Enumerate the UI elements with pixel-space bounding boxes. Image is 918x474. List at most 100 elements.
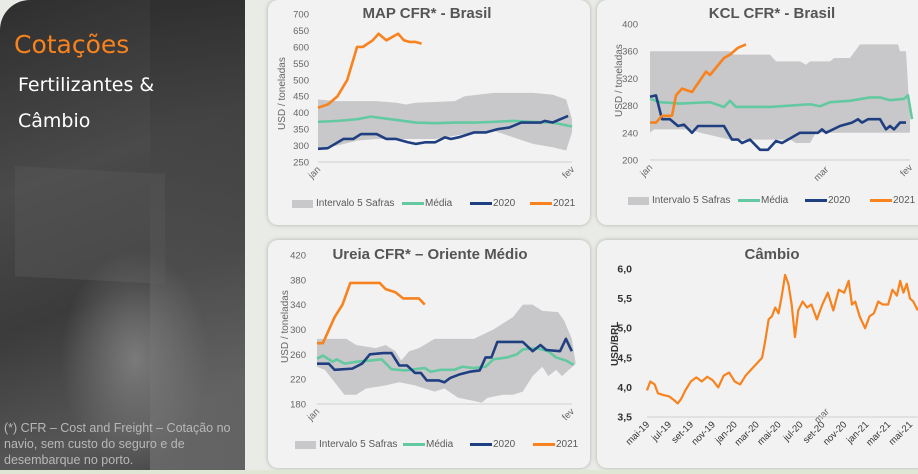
y-axis-title-kcl: USD / toneladas — [614, 44, 625, 117]
legend-label: Intervalo 5 Safras — [652, 195, 731, 206]
legend-2021-kcl: 2021 — [870, 195, 915, 206]
y-tick-label: 180 — [290, 400, 306, 411]
series-line-usd-brl — [645, 273, 918, 405]
legend-band-map: Intervalo 5 Safras — [292, 198, 394, 209]
x-tick-label: nov-20 — [821, 419, 849, 447]
band-swatch — [628, 196, 649, 205]
plot-area — [316, 281, 576, 403]
x-tick-label: jan — [305, 406, 322, 423]
bottom-strip — [0, 470, 918, 474]
legend-label: 2020 — [828, 195, 851, 206]
y-tick-label: 320 — [622, 74, 638, 85]
legend-2021-ureia: 2021 — [533, 439, 578, 450]
y-axis-title-cambio: USD/BRL — [610, 321, 621, 366]
y-tick-label: 350 — [293, 125, 309, 136]
footnote: (*) CFR – Cost and Freight – Cotação no … — [4, 421, 231, 467]
legend-media-ureia: Média — [403, 439, 453, 450]
legend-label: 2021 — [553, 198, 576, 209]
legend-media-kcl: Média — [738, 195, 788, 206]
legend-label: Média — [425, 198, 453, 209]
chart-title-kcl: KCL CFR* - Brasil — [708, 5, 836, 22]
y-tick-label: 450 — [293, 92, 309, 103]
band-swatch — [292, 199, 313, 208]
y-tick-label: 240 — [622, 128, 638, 139]
y-tick-label: 340 — [290, 300, 306, 311]
chart-title-map: MAP CFR* - Brasil — [362, 5, 492, 22]
x-tick-label: mai-19 — [624, 419, 652, 447]
y-tick-label: 420 — [290, 251, 306, 262]
y-tick-label: 4,5 — [617, 352, 632, 364]
y-tick-label: 220 — [290, 375, 306, 386]
sidebar-subtitle-2: Câmbio — [18, 110, 91, 132]
y2021-swatch — [870, 199, 892, 202]
y2021-swatch — [533, 443, 555, 446]
chart-title-cambio: Câmbio — [744, 246, 800, 263]
series-line-2020 — [649, 94, 906, 152]
y-tick-label: 5,0 — [617, 323, 632, 335]
y-tick-label: 400 — [293, 108, 309, 119]
y-axis-title-ureia: USD / toneladas — [280, 290, 291, 363]
media-swatch — [403, 443, 425, 446]
y-tick-label: 250 — [293, 158, 309, 169]
series-line-2020 — [317, 337, 573, 384]
legend-2020-ureia: 2020 — [470, 439, 515, 450]
series-line-m-dia — [649, 94, 914, 120]
y-tick-label: 550 — [293, 59, 309, 70]
x-tick-label: fev — [560, 406, 577, 423]
legend-media-map: Média — [402, 198, 452, 209]
plot-area — [649, 43, 914, 152]
legend-label: Intervalo 5 Safras — [319, 439, 398, 450]
sidebar-title: Cotações — [14, 30, 130, 59]
x-tick-label: mai-21 — [887, 419, 915, 447]
legend-label: Média — [761, 195, 789, 206]
x-tick-label: mar-20 — [733, 419, 762, 448]
y2020-swatch — [805, 199, 827, 202]
legend-band-ureia: Intervalo 5 Safras — [295, 439, 397, 450]
y-tick-label: 5,5 — [617, 293, 632, 305]
band-5-safras — [317, 304, 576, 403]
media-swatch — [402, 202, 424, 205]
y-tick-label: 400 — [622, 20, 638, 31]
y-tick-label: 280 — [622, 101, 638, 112]
chart-title-ureia: Ureia CFR* – Oriente Médio — [332, 246, 528, 263]
y-axis-title-map: USD / toneladas — [277, 57, 288, 130]
media-swatch — [738, 199, 760, 202]
y-tick-label: 200 — [622, 156, 638, 167]
y-tick-label: 300 — [290, 325, 306, 336]
legend-label: 2021 — [893, 195, 916, 206]
x-tick-label: nov-19 — [690, 419, 718, 447]
legend-label: 2020 — [493, 198, 516, 209]
x-tick-label: jul-19 — [649, 419, 674, 444]
legend-label: Intervalo 5 Safras — [316, 198, 395, 209]
y-tick-label: 700 — [293, 10, 309, 21]
series-line-2021 — [317, 32, 422, 109]
series-line-2020 — [317, 114, 569, 151]
y-tick-label: 650 — [293, 26, 309, 37]
y-tick-label: 500 — [293, 75, 309, 86]
legend-label: 2020 — [493, 439, 516, 450]
y-tick-label: 600 — [293, 42, 309, 53]
legend-label: Média — [426, 439, 454, 450]
y-tick-label: 380 — [290, 275, 306, 286]
legend-label: 2021 — [556, 439, 579, 450]
x-tick-label: jan — [638, 162, 655, 179]
y2020-swatch — [470, 202, 492, 205]
y-tick-label: 360 — [622, 47, 638, 58]
y-tick-label: 3,5 — [617, 412, 632, 424]
plot-area — [317, 32, 573, 151]
legend-2021-map: 2021 — [530, 198, 575, 209]
sidebar-panel: Cotações Fertilizantes & Câmbio (*) CFR … — [0, 0, 245, 470]
y-tick-label: 4,0 — [617, 382, 632, 394]
sidebar-subtitle-1: Fertilizantes & — [18, 74, 155, 96]
plot-area — [645, 273, 918, 405]
x-tick-label: mai-20 — [755, 419, 783, 447]
y-tick-label: 260 — [290, 350, 306, 361]
band-swatch — [295, 440, 316, 449]
y2021-swatch — [530, 202, 552, 205]
y-tick-label: 6,0 — [617, 264, 632, 276]
x-tick-label: jul-20 — [781, 419, 806, 444]
y-tick-label: 300 — [293, 141, 309, 152]
x-tick-label: mar — [812, 164, 831, 183]
legend-2020-kcl: 2020 — [805, 195, 850, 206]
